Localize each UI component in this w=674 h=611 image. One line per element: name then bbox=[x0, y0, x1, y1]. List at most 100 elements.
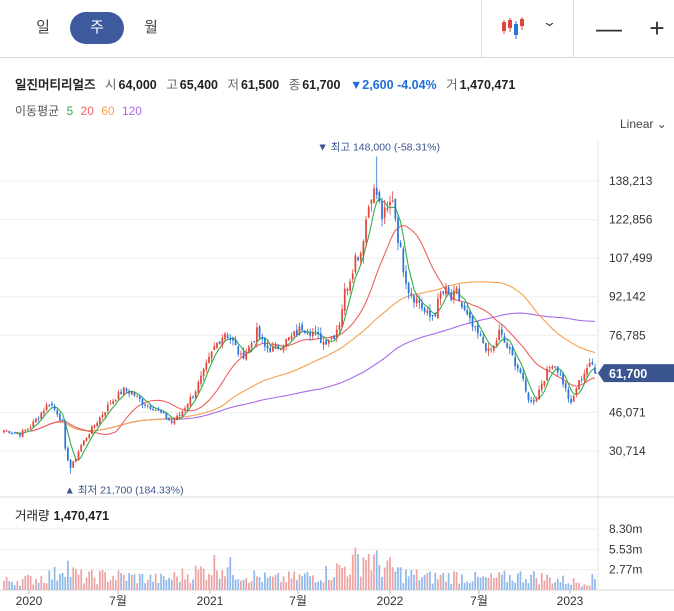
volume-bar bbox=[266, 577, 269, 590]
volume-bar bbox=[445, 581, 447, 590]
candle-body bbox=[418, 300, 421, 303]
volume-bar bbox=[487, 578, 490, 590]
volume-bar bbox=[543, 580, 546, 590]
volume-bar bbox=[5, 576, 8, 590]
volume-bar bbox=[522, 582, 524, 590]
candle-body bbox=[264, 338, 266, 347]
period-month-tab[interactable]: 월 bbox=[144, 19, 158, 36]
volume-bar bbox=[322, 582, 325, 590]
candle-body bbox=[431, 315, 434, 317]
candle-body bbox=[303, 330, 306, 334]
candle-body bbox=[413, 295, 415, 303]
candle-body bbox=[389, 201, 391, 206]
x-tick-label: 2020 bbox=[16, 594, 43, 608]
x-tick-label: 7월 bbox=[470, 594, 488, 608]
candle-body bbox=[503, 336, 506, 343]
candle-body bbox=[586, 368, 588, 375]
candle-body bbox=[381, 201, 383, 220]
candle-body bbox=[327, 340, 330, 344]
candle-body bbox=[101, 414, 104, 417]
candlestick-icon[interactable] bbox=[498, 12, 532, 44]
candle-body bbox=[226, 335, 229, 339]
candle-body bbox=[29, 427, 32, 429]
candle-body bbox=[237, 346, 240, 355]
volume-bar bbox=[37, 582, 40, 590]
volume-bar bbox=[67, 560, 69, 590]
candle-body bbox=[93, 425, 96, 428]
candle-body bbox=[178, 414, 181, 416]
candle-body bbox=[202, 368, 205, 377]
volume-bar bbox=[69, 577, 72, 590]
candle-body bbox=[375, 188, 378, 195]
candle-body bbox=[301, 324, 304, 331]
volume-tick-label: 8.30m bbox=[609, 522, 642, 536]
candle-body bbox=[176, 415, 178, 421]
volume-label: 거 bbox=[446, 78, 458, 92]
candle-body bbox=[13, 432, 16, 434]
period-week-tab[interactable]: 주 bbox=[70, 12, 124, 44]
candle-body bbox=[82, 440, 85, 446]
stock-info: 일진머티리얼즈 시 64,000 고 65,400 저 61,500 종 61,700 … bbox=[15, 74, 521, 93]
volume-bar bbox=[471, 581, 474, 590]
candle-body bbox=[434, 313, 437, 317]
x-tick-label: 2021 bbox=[197, 594, 224, 608]
volume-bar bbox=[51, 579, 53, 590]
zoom-in-button[interactable]: + bbox=[649, 13, 665, 43]
candle-body bbox=[591, 362, 594, 365]
candle-body bbox=[423, 307, 426, 312]
volume-bar bbox=[56, 580, 59, 590]
volume-bar bbox=[106, 581, 109, 590]
volume-bar bbox=[415, 569, 418, 590]
volume-bar bbox=[19, 585, 21, 590]
candle-body bbox=[524, 379, 527, 392]
current-price-tag bbox=[598, 364, 674, 383]
close-label: 종 bbox=[288, 78, 301, 92]
volume-bar bbox=[53, 566, 56, 590]
low-value: 61,500 bbox=[240, 78, 280, 92]
candle-body bbox=[498, 329, 501, 341]
candle-body bbox=[56, 410, 59, 415]
period-day-tab[interactable]: 일 bbox=[36, 19, 50, 36]
candle-body bbox=[527, 392, 530, 400]
volume-bar bbox=[221, 570, 224, 590]
volume-bar bbox=[354, 547, 357, 590]
candle-body bbox=[546, 368, 548, 381]
candle-body bbox=[445, 287, 447, 295]
ma-5-line bbox=[14, 197, 596, 461]
candle-body bbox=[250, 342, 253, 348]
candle-body bbox=[397, 218, 399, 243]
candle-body bbox=[349, 281, 351, 291]
candle-body bbox=[210, 351, 213, 359]
candle-body bbox=[471, 316, 474, 327]
candle-body bbox=[51, 403, 53, 406]
volume-bar bbox=[317, 581, 320, 590]
candle-body bbox=[64, 421, 67, 449]
candle-body bbox=[357, 257, 359, 261]
candle-body bbox=[274, 344, 277, 348]
candle-body bbox=[354, 255, 357, 273]
chevron-down-icon[interactable]: ⌄ bbox=[541, 14, 558, 29]
volume-bar bbox=[205, 579, 208, 590]
candle-body bbox=[173, 420, 176, 424]
volume-bar bbox=[109, 580, 112, 590]
zoom-out-button[interactable]: — bbox=[596, 13, 622, 43]
volume-bar bbox=[229, 557, 232, 590]
candle-body bbox=[144, 404, 146, 406]
volume-bar bbox=[447, 573, 450, 590]
candle-body bbox=[287, 337, 290, 341]
volume-bar bbox=[136, 583, 138, 590]
candle-body bbox=[567, 389, 570, 399]
candle-body bbox=[500, 329, 503, 335]
candle-body bbox=[415, 298, 418, 304]
volume-bar bbox=[117, 570, 120, 590]
candle-body bbox=[232, 338, 234, 341]
volume-bar bbox=[378, 565, 381, 590]
volume-bar bbox=[442, 573, 445, 590]
volume-bar bbox=[197, 569, 200, 590]
candle-body bbox=[583, 373, 586, 381]
candle-body bbox=[429, 310, 431, 317]
scale-selector[interactable]: Linear ⌄ bbox=[620, 117, 667, 131]
volume-bar bbox=[35, 578, 37, 590]
volume-bar bbox=[186, 574, 189, 590]
